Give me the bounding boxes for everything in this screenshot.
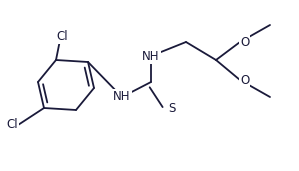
Text: O: O	[240, 74, 249, 87]
Text: Cl: Cl	[6, 119, 18, 131]
Text: O: O	[240, 36, 249, 49]
Text: NH: NH	[142, 49, 160, 62]
Text: Cl: Cl	[56, 30, 68, 43]
Text: NH: NH	[113, 90, 131, 103]
Text: S: S	[168, 102, 176, 115]
